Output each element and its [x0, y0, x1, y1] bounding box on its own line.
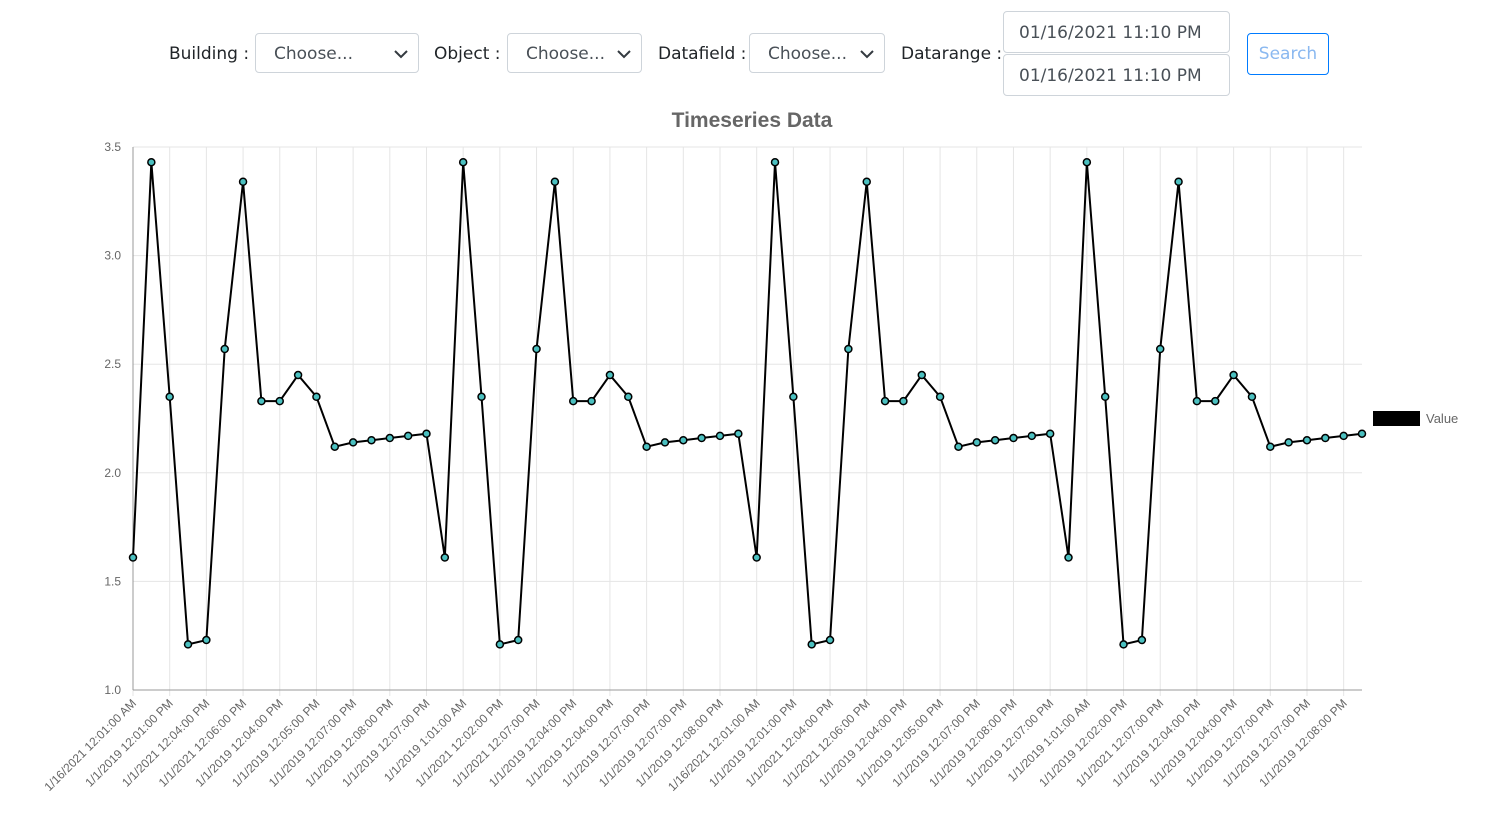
- point: [238, 177, 248, 187]
- point: [1247, 392, 1257, 402]
- point: [1137, 635, 1147, 645]
- end-date-input[interactable]: 01/16/2021 11:10 PM: [1003, 54, 1230, 96]
- point: [458, 157, 468, 167]
- building-label: Building :: [169, 44, 250, 64]
- point: [715, 431, 725, 441]
- legend-label: Value: [1426, 411, 1458, 426]
- point: [899, 396, 908, 406]
- point: [954, 442, 963, 451]
- point: [1174, 177, 1183, 187]
- point: [1009, 433, 1018, 443]
- point: [202, 635, 211, 645]
- point: [1339, 431, 1348, 441]
- point: [1045, 429, 1055, 438]
- point: [935, 392, 945, 402]
- point: [477, 392, 486, 402]
- point: [1119, 640, 1128, 649]
- building-select[interactable]: Choose...: [255, 33, 419, 73]
- chevron: [860, 50, 874, 59]
- point: [1027, 431, 1037, 441]
- datafield-select[interactable]: Choose...: [749, 33, 885, 73]
- chart-title: Timeseries Data: [672, 109, 833, 132]
- y-tick-label: 3.5: [104, 140, 121, 154]
- point: [862, 177, 871, 187]
- point: [1100, 392, 1110, 402]
- point: [367, 435, 376, 445]
- y-tick-label: 2.0: [104, 466, 121, 480]
- start-date-input[interactable]: 01/16/2021 11:10 PM: [1003, 11, 1230, 53]
- point: [1357, 429, 1367, 438]
- point: [642, 442, 651, 451]
- point: [1192, 396, 1202, 406]
- point: [183, 640, 193, 649]
- point: [257, 396, 266, 406]
- point: [1302, 435, 1312, 445]
- point: [532, 344, 541, 354]
- point: [495, 640, 505, 649]
- point: [605, 370, 615, 380]
- point: [422, 429, 431, 438]
- y-tick-label: 2.5: [104, 357, 121, 371]
- select-text: Choose...: [526, 44, 605, 64]
- point: [770, 157, 780, 167]
- point: [697, 433, 706, 443]
- chevron: [617, 50, 631, 59]
- select-text: Choose...: [274, 44, 353, 64]
- y-tick-label: 1.0: [104, 683, 121, 697]
- point: [660, 438, 670, 447]
- object-select[interactable]: Choose...: [507, 33, 642, 73]
- point: [1082, 157, 1092, 167]
- point: [917, 370, 927, 380]
- point: [1211, 396, 1220, 406]
- point: [807, 640, 816, 649]
- point: [972, 438, 982, 447]
- point: [1321, 433, 1330, 443]
- point: [312, 392, 321, 402]
- point: [1064, 553, 1073, 562]
- y-tick-label: 3.0: [104, 249, 121, 263]
- point: [880, 396, 890, 406]
- point: [1229, 370, 1238, 380]
- point: [348, 438, 358, 447]
- point: [513, 635, 523, 645]
- point: [568, 396, 578, 406]
- datarange-label: Datarange :: [901, 44, 1003, 64]
- point: [403, 431, 413, 441]
- point: [220, 344, 229, 354]
- point: [550, 177, 560, 187]
- point: [789, 392, 798, 402]
- point: [147, 157, 156, 167]
- point: [330, 442, 340, 451]
- search-button[interactable]: Search: [1247, 33, 1329, 75]
- point: [752, 553, 761, 562]
- point: [1155, 344, 1165, 354]
- chevron: [394, 50, 408, 59]
- point: [825, 635, 835, 645]
- point: [1266, 442, 1275, 451]
- object-label: Object :: [434, 44, 501, 64]
- point: [293, 370, 303, 380]
- point: [679, 435, 688, 445]
- point: [844, 344, 853, 354]
- point: [587, 396, 596, 406]
- point: [440, 553, 450, 562]
- datafield-label: Datafield :: [658, 44, 747, 64]
- select-text: Choose...: [768, 44, 847, 64]
- point: [1284, 438, 1293, 447]
- point: [385, 433, 395, 443]
- line: [132, 162, 1363, 646]
- y-tick-label: 1.5: [104, 574, 121, 588]
- point: [624, 392, 633, 402]
- point: [275, 396, 284, 406]
- point: [165, 392, 174, 402]
- point: [734, 429, 743, 438]
- point: [990, 435, 1000, 445]
- point: [128, 553, 138, 562]
- legend-swatch: [1373, 411, 1420, 426]
